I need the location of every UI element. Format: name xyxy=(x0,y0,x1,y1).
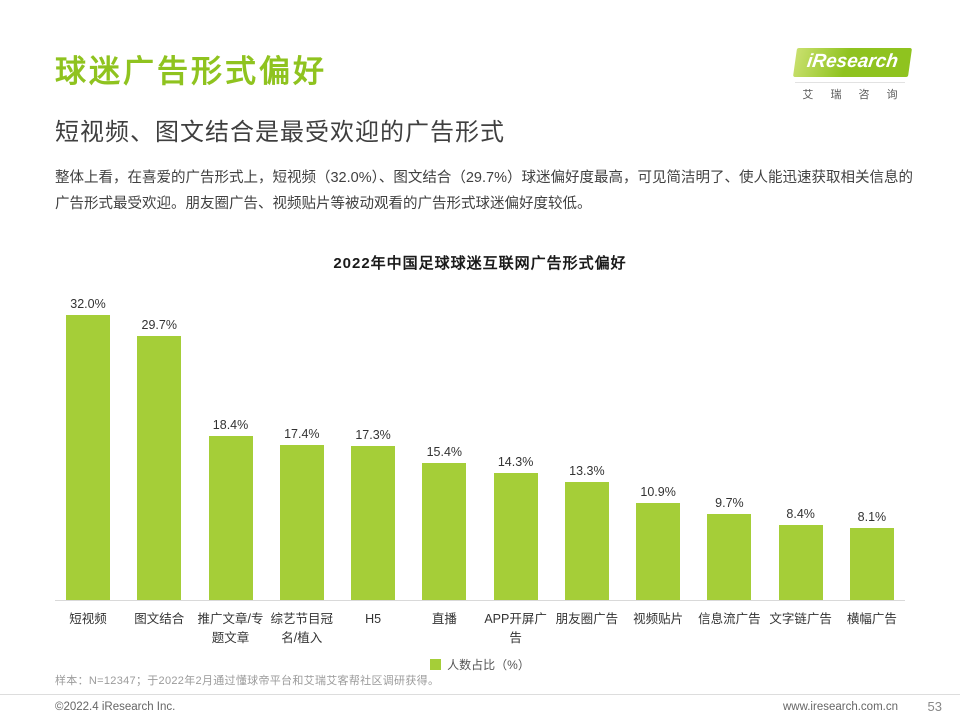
bar-value-label: 17.4% xyxy=(284,427,320,442)
page-number: 53 xyxy=(927,699,942,714)
bar-value-label: 15.4% xyxy=(426,444,463,459)
bar-value-label: 8.4% xyxy=(786,507,815,522)
bar xyxy=(66,315,110,600)
body-paragraph: 整体上看，在喜爱的广告形式上，短视频（32.0%）、图文结合（29.7%）球迷偏… xyxy=(55,170,913,212)
chart-column: 9.7% xyxy=(696,496,762,600)
chart-column: 14.3% xyxy=(483,455,549,600)
bar-value-label: 14.3% xyxy=(497,454,534,469)
bar-category-label: 信息流广告 xyxy=(698,612,761,626)
legend-label: 人数占比（%） xyxy=(447,658,530,672)
chart-column: 29.7% xyxy=(126,318,192,600)
bar xyxy=(707,513,752,600)
chart-column: 10.9% xyxy=(625,485,691,600)
footer-url: www.iresearch.com.cn xyxy=(782,701,898,713)
iresearch-logo-badge: iResearch xyxy=(792,48,912,77)
bar xyxy=(422,462,467,600)
sample-footnote: 样本：N=12347；于2022年2月通过懂球帝平台和艾瑞艾客帮社区调研获得。 xyxy=(55,675,440,687)
chart-title: 2022年中国足球球迷互联网广告形式偏好 xyxy=(333,255,627,272)
bar-category-label: 短视频 xyxy=(69,612,107,626)
bar xyxy=(564,481,609,600)
chart-column: 8.1% xyxy=(839,510,905,600)
bar xyxy=(279,445,324,600)
bar xyxy=(351,446,396,600)
iresearch-logo-subtext: 艾 瑞 咨 询 xyxy=(795,82,905,102)
bar-chart: 32.0% 29.7% 18.4% 17.4% 17.3% 15.4% 14.3% 13.3%… xyxy=(55,280,905,649)
page-title: 球迷广告形式偏好 xyxy=(55,54,327,89)
chart-column: 13.3% xyxy=(554,464,620,600)
bar-value-label: 18.4% xyxy=(212,418,249,433)
legend-swatch-icon xyxy=(430,659,442,670)
bar-value-label: 17.3% xyxy=(355,428,391,442)
bar-category-label: APP开屏广告 xyxy=(484,612,547,646)
bar xyxy=(208,436,253,600)
bar-category-label: 图文结合 xyxy=(134,612,185,626)
bar-category-label: 横幅广告 xyxy=(846,612,897,626)
bar-value-label: 29.7% xyxy=(141,317,177,332)
chart-column: 8.4% xyxy=(768,507,834,600)
chart-labels: 短视频 图文结合 推广文章/专题文章 综艺节目冠名/植入 H5 直播 APP开屏广告 朋友圈广… xyxy=(55,610,905,649)
bar xyxy=(636,503,681,600)
chart-column: 17.4% xyxy=(269,427,335,600)
footer-copyright: ©2022.4 iResearch Inc. xyxy=(55,701,176,713)
chart-column: 15.4% xyxy=(411,445,477,600)
bar-category-label: H5 xyxy=(365,612,382,626)
bar-category-label: 朋友圈广告 xyxy=(555,612,619,626)
footer-divider xyxy=(0,694,960,695)
bar xyxy=(137,335,182,600)
bar-category-label: 推广文章/专题文章 xyxy=(197,612,264,646)
bar xyxy=(849,527,894,600)
page-subtitle: 短视频、图文结合是最受欢迎的广告形式 xyxy=(55,119,505,146)
bar xyxy=(493,472,538,600)
bar-value-label: 13.3% xyxy=(569,463,605,478)
chart-column: 32.0% xyxy=(55,297,121,600)
bar-category-label: 综艺节目冠名/植入 xyxy=(270,612,334,646)
chart-column: 18.4% xyxy=(198,418,264,600)
chart-legend: 人数占比（%） xyxy=(0,656,960,673)
bar xyxy=(778,525,823,600)
chart-column: 17.3% xyxy=(340,428,406,600)
bar-category-label: 文字链广告 xyxy=(769,612,832,626)
iresearch-logo: iResearch 艾 瑞 咨 询 xyxy=(792,48,912,102)
bar-value-label: 32.0% xyxy=(70,297,106,312)
chart-plot: 32.0% 29.7% 18.4% 17.4% 17.3% 15.4% 14.3% 13.3%… xyxy=(55,280,905,601)
bar-value-label: 9.7% xyxy=(715,495,744,510)
bar-category-label: 视频贴片 xyxy=(633,612,684,626)
bar-value-label: 10.9% xyxy=(640,485,676,499)
bar-value-label: 8.1% xyxy=(857,509,887,524)
bar-category-label: 直播 xyxy=(431,612,457,626)
